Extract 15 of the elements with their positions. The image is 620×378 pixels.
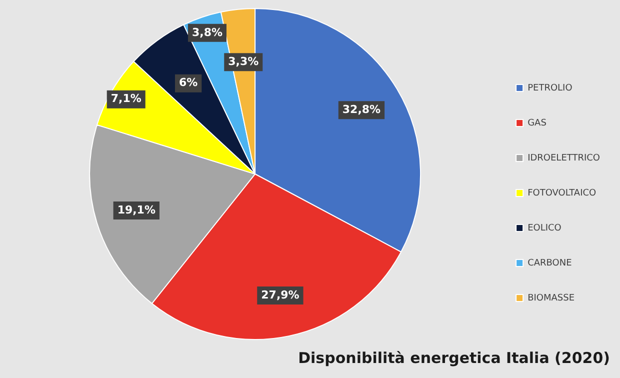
- data-label: 7,1%: [110, 92, 142, 106]
- legend-label: IDROELETTRICO: [528, 153, 600, 164]
- data-label: 27,9%: [261, 288, 300, 302]
- text: Disponibilità energetica Italia (2020): [298, 348, 610, 367]
- legend-label: CARBONE: [528, 258, 572, 268]
- legend-label: EOLICO: [528, 223, 562, 234]
- data-label: 19,1%: [117, 203, 156, 216]
- data-label: 3,3%: [228, 54, 259, 68]
- legend-label: BIOMASSE: [528, 293, 575, 304]
- legend-label: GAS: [528, 118, 547, 128]
- data-label: 6%: [178, 76, 198, 90]
- data-label: 3,8%: [192, 26, 222, 39]
- data-label: 32,8%: [342, 103, 381, 116]
- legend-label: FOTOVOLTAICO: [528, 188, 596, 198]
- legend-label: PETROLIO: [528, 83, 572, 94]
